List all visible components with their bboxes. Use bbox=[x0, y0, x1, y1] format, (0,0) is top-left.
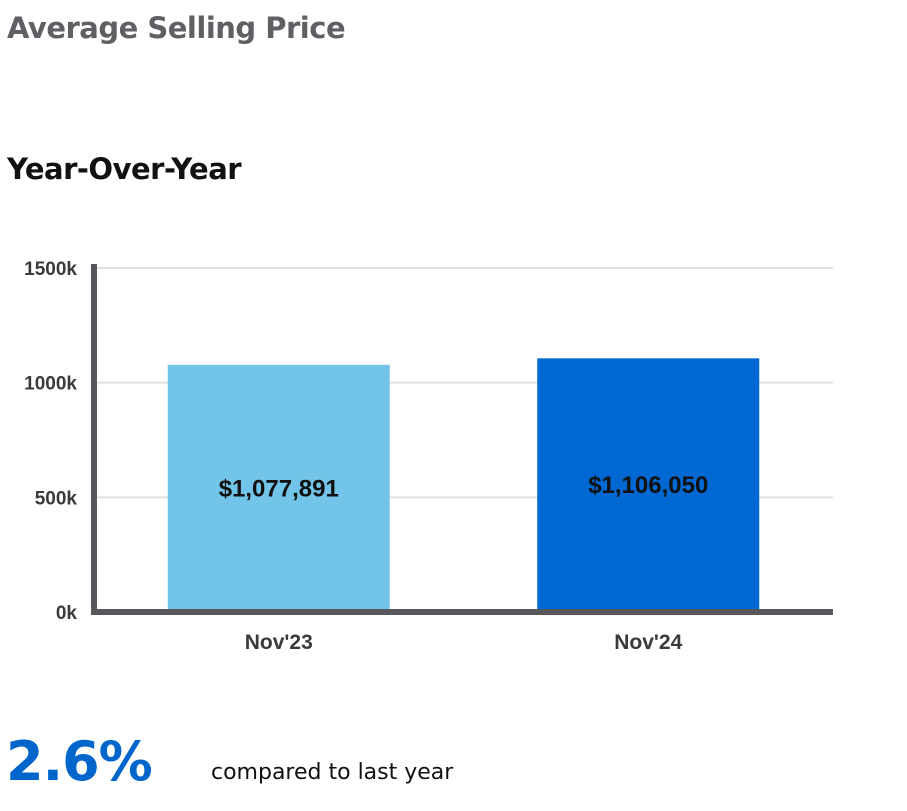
y-tick-label: 0k bbox=[56, 603, 78, 624]
y-tick-label: 1000k bbox=[24, 374, 77, 395]
y-tick-label: 1500k bbox=[24, 259, 77, 280]
axes bbox=[91, 264, 833, 615]
x-tick-label: Nov'23 bbox=[245, 631, 313, 654]
yoy-change-label: compared to last year bbox=[211, 760, 454, 785]
bar-value-label: $1,106,050 bbox=[588, 472, 708, 499]
bar-value-label: $1,077,891 bbox=[219, 475, 339, 502]
bar-chart: 0k 500k 1000k 1500k $1,077,891 Nov'23 $1,106,0… bbox=[24, 259, 833, 654]
yoy-change-value: 2.6% bbox=[6, 730, 153, 793]
y-tick-label: 500k bbox=[35, 488, 78, 509]
bars bbox=[167, 358, 760, 612]
x-tick-label: Nov'24 bbox=[614, 631, 682, 654]
bar-nov24 bbox=[537, 358, 760, 612]
labels: 0k 500k 1000k 1500k $1,077,891 Nov'23 $1,106,0… bbox=[24, 259, 708, 654]
section-title: Year-Over-Year bbox=[7, 152, 242, 186]
bar-nov23 bbox=[167, 364, 390, 612]
page-title: Average Selling Price bbox=[7, 11, 346, 45]
